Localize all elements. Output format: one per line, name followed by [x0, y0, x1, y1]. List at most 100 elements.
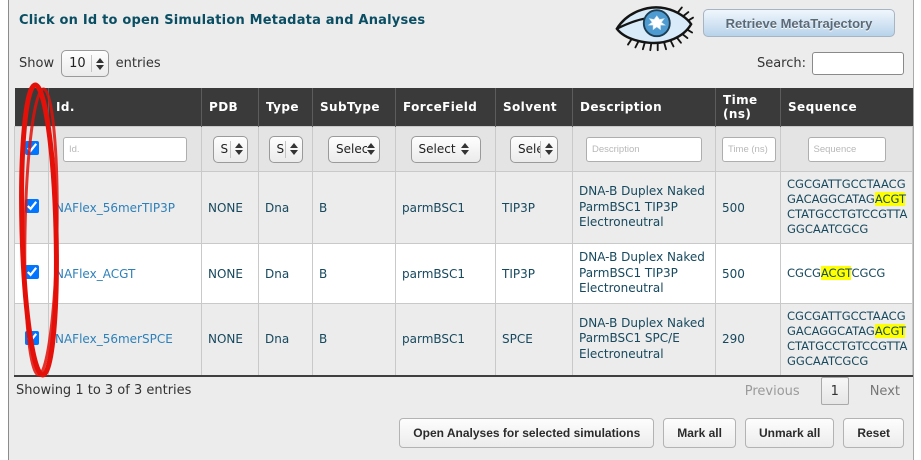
time-cell: 500 — [715, 171, 781, 244]
time-cell: 500 — [715, 243, 781, 304]
sequence-text: CGCGATTGCCTAACGGACAGGCATAG — [787, 176, 906, 206]
sequence-text: CTATGCCTGTCCGTTAGGCAATCGCG — [787, 338, 908, 369]
type-filter-select[interactable]: S — [268, 135, 303, 163]
mark-all-button[interactable]: Mark all — [663, 418, 736, 448]
pdb-filter-select[interactable]: S — [212, 135, 248, 163]
subtype-cell: B — [312, 171, 396, 244]
sequence-text: CTATGCCTGTCCGTTAGGCAATCGCG — [787, 207, 908, 237]
sequence-cell: CGCGACGTCGCG — [780, 243, 913, 304]
page-title: Click on Id to open Simulation Metadata … — [19, 13, 426, 28]
sequence-filter-input[interactable] — [807, 136, 886, 162]
solvent-cell: TIP3P — [495, 243, 573, 304]
sequence-text: CGCG — [787, 265, 821, 280]
header-solvent[interactable]: Solvent — [495, 88, 573, 127]
spinner-arrows-icon — [289, 143, 298, 155]
table-row: NAFlex_ACGT NONE Dna B parmBSC1 TIP3P DN… — [14, 243, 913, 304]
forcefield-cell: parmBSC1 — [395, 171, 496, 244]
description-cell: DNA-B Duplex Naked ParmBSC1 TIP3P Electr… — [572, 171, 716, 244]
header-description[interactable]: Description — [572, 88, 716, 127]
simulations-table: Id. PDB Type SubType ForceField Solvent … — [14, 88, 913, 377]
type-filter-value: S — [276, 142, 285, 156]
spinner-arrows-icon — [234, 143, 243, 155]
pagination: Previous 1 Next — [745, 377, 900, 405]
select-divider — [229, 140, 231, 158]
row-checkbox[interactable] — [24, 199, 39, 213]
reset-button[interactable]: Reset — [843, 418, 904, 448]
previous-page-button[interactable]: Previous — [744, 383, 800, 399]
simulation-id-link[interactable]: NAFlex_ACGT — [55, 266, 136, 281]
row-checkbox[interactable] — [24, 330, 39, 345]
type-cell: Dna — [258, 303, 313, 377]
select-divider — [90, 55, 92, 72]
page-content: Click on Id to open Simulation Metadata … — [8, 0, 914, 460]
time-filter-input[interactable] — [722, 136, 776, 162]
sequence-cell: CGCGATTGCCTAACGGACAGGCATAGACGTCTATGCCTGT… — [780, 303, 913, 377]
description-filter-input[interactable] — [586, 136, 702, 162]
header-forcefield[interactable]: ForceField — [395, 88, 496, 127]
solvent-cell: SPCE — [495, 303, 573, 377]
spinner-arrows-icon — [367, 143, 375, 155]
subtype-cell: B — [312, 243, 396, 304]
table-header-row: Id. PDB Type SubType ForceField Solvent … — [14, 88, 913, 127]
solvent-filter-value: Sele — [518, 142, 541, 156]
show-label: Show — [19, 56, 55, 71]
pdb-cell: NONE — [201, 171, 259, 244]
subtype-filter-value: Selec — [336, 142, 367, 156]
table-row: NAFlex_56merTIP3P NONE Dna B parmBSC1 TI… — [14, 171, 913, 244]
sequence-cell: CGCGATTGCCTAACGGACAGGCATAGACGTCTATGCCTGT… — [780, 171, 913, 244]
filter-row: S S Selec Select Sele — [14, 126, 913, 172]
retrieve-metatrajectory-button[interactable]: Retrieve MetaTrajectory — [703, 9, 895, 37]
pdb-filter-value: S — [220, 142, 229, 156]
pdb-cell: NONE — [201, 303, 259, 377]
subtype-filter-select[interactable]: Selec — [328, 135, 380, 163]
sequence-highlight: ACGT — [874, 323, 906, 338]
header-subtype[interactable]: SubType — [312, 88, 396, 127]
forcefield-cell: parmBSC1 — [395, 303, 496, 377]
time-cell: 290 — [715, 303, 781, 377]
sequence-highlight: ACGT — [874, 192, 906, 206]
page-length-select[interactable]: 10 — [61, 50, 109, 77]
header-type[interactable]: Type — [258, 88, 313, 127]
id-filter-input[interactable] — [63, 136, 187, 162]
page-length-value: 10 — [69, 56, 86, 71]
solvent-filter-select[interactable]: Sele — [510, 135, 558, 163]
sequence-highlight: ACGT — [820, 265, 852, 280]
header-sequence[interactable]: Sequence — [780, 88, 913, 127]
simulation-id-link[interactable]: NAFlex_56merSPCE — [55, 332, 173, 347]
description-cell: DNA-B Duplex Naked ParmBSC1 SPC/E Electr… — [572, 303, 716, 377]
unmark-all-button[interactable]: Unmark all — [744, 418, 835, 448]
search-input[interactable] — [812, 52, 904, 75]
spinner-arrows-icon — [460, 143, 469, 155]
forcefield-filter-select[interactable]: Select — [410, 135, 481, 163]
search-label: Search: — [756, 56, 806, 71]
open-analyses-button[interactable]: Open Analyses for selected simulations — [399, 418, 655, 448]
header-pdb[interactable]: PDB — [201, 88, 259, 127]
select-all-checkbox[interactable] — [24, 140, 39, 155]
header-checkbox-column — [14, 88, 49, 127]
spinner-arrows-icon — [545, 143, 553, 155]
simulation-id-link[interactable]: NAFlex_56merTIP3P — [55, 200, 175, 215]
action-buttons: Open Analyses for selected simulations M… — [399, 418, 904, 448]
search-control: Search: — [757, 52, 904, 75]
header-id[interactable]: Id. — [48, 88, 202, 127]
description-cell: DNA-B Duplex Naked ParmBSC1 TIP3P Electr… — [572, 243, 716, 304]
entries-label: entries — [115, 56, 161, 71]
solvent-cell: TIP3P — [495, 171, 573, 244]
length-control: Show 10 entries — [19, 50, 161, 77]
forcefield-cell: parmBSC1 — [395, 243, 496, 304]
next-page-button[interactable]: Next — [869, 383, 900, 399]
sequence-text: CGCGATTGCCTAACGGACAGGCATAG — [787, 308, 906, 338]
sequence-text: CGCG — [851, 265, 886, 280]
page-number-button[interactable]: 1 — [820, 377, 849, 405]
table-row: NAFlex_56merSPCE NONE Dna B parmBSC1 SPC… — [14, 303, 913, 377]
eye-logo-icon — [615, 6, 694, 52]
subtype-cell: B — [312, 303, 396, 377]
header-time[interactable]: Time (ns) — [715, 88, 781, 127]
row-checkbox[interactable] — [24, 265, 39, 279]
spinner-arrows-icon — [95, 57, 104, 70]
type-cell: Dna — [258, 171, 313, 244]
forcefield-filter-value: Select — [418, 142, 456, 156]
type-cell: Dna — [258, 243, 313, 304]
table-info: Showing 1 to 3 of 3 entries — [16, 383, 192, 398]
pdb-cell: NONE — [201, 243, 259, 304]
